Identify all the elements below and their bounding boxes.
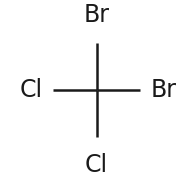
Text: Cl: Cl bbox=[20, 78, 43, 102]
Text: Cl: Cl bbox=[85, 153, 108, 177]
Text: Br: Br bbox=[151, 78, 177, 102]
Text: Br: Br bbox=[84, 3, 110, 27]
